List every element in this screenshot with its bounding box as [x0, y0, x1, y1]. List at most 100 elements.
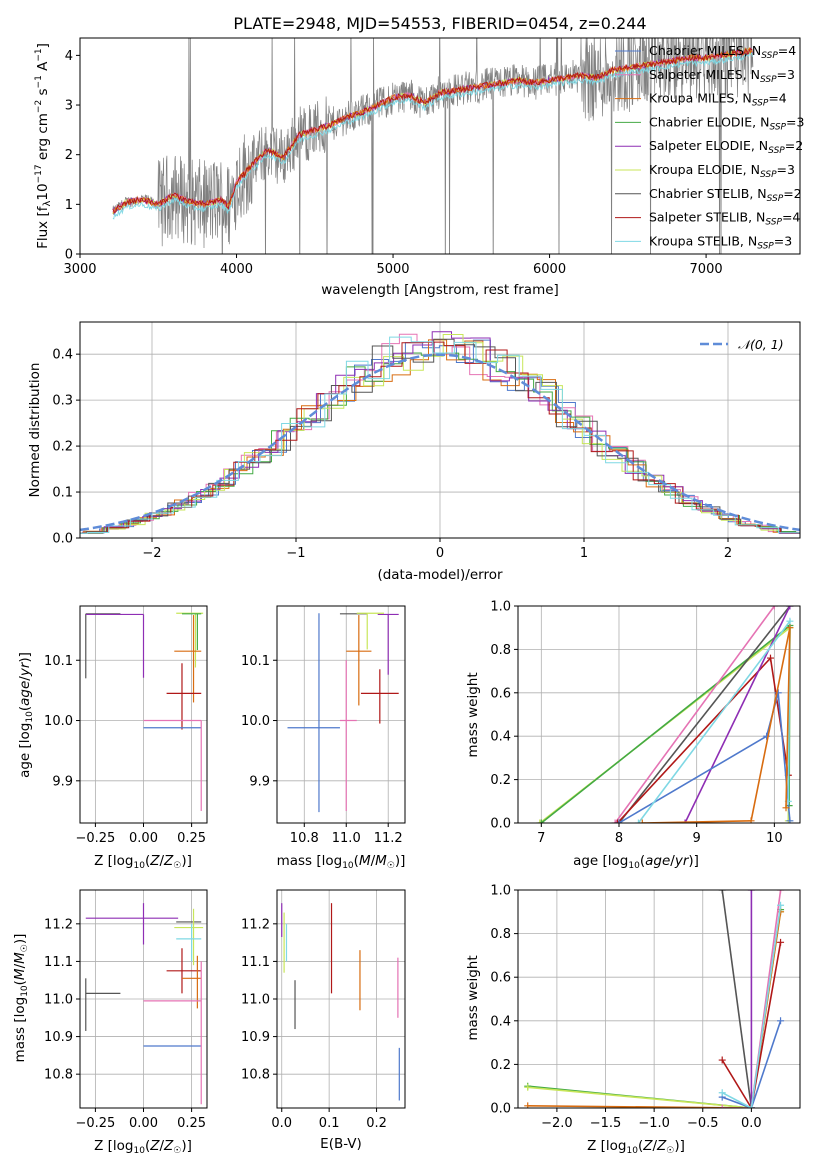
residuals-ylabel: Normed distribution	[27, 363, 43, 498]
weight-point	[786, 817, 794, 823]
mass-vs-Z-panel: −0.25 0.00 0.25 10.8 10.9 11.0 11.1 11.2	[44, 889, 208, 1131]
weight-point	[777, 901, 785, 909]
x-tick-label: 7	[537, 831, 545, 846]
y-tick-label: 0.0	[490, 1102, 511, 1117]
y-tick-label: 3	[65, 99, 73, 114]
weight-point	[718, 1056, 726, 1064]
y-tick-label: 1	[65, 198, 73, 213]
y-tick-label: 10.0	[241, 714, 270, 729]
y-tick-label: 10.9	[44, 1030, 73, 1045]
y-tick-label: 1.0	[490, 600, 511, 615]
y-tick-label: 0.6	[490, 686, 511, 701]
y-tick-label: 11.0	[241, 993, 270, 1008]
residuals-panel: −2 −1 0 1 2 0.0 0.1 0.2 0.3 0.4 𝒩(0, 1)	[52, 321, 801, 561]
weight-point	[786, 624, 794, 632]
legend-label: Kroupa STELIB, NSSP=3	[649, 233, 792, 251]
y-tick-label: 0.4	[52, 348, 73, 363]
y-tick-label: 2	[65, 148, 73, 163]
weight-point	[718, 1089, 726, 1097]
legend-label: Chabrier ELODIE, NSSP=3	[649, 114, 804, 132]
y-tick-label: 11.0	[44, 993, 73, 1008]
mass-vs-EBV-panel: 0.0 0.1 0.2 10.8 10.9 11.0 11.1 11.2	[241, 889, 406, 1131]
weight-line	[618, 606, 791, 823]
x-tick-label: 7000	[690, 262, 723, 277]
massZ-xlabel: Z [log10(Z/Z☉)]	[94, 1138, 192, 1156]
y-tick-label: 10.0	[44, 714, 73, 729]
x-tick-label: 0.2	[366, 1116, 387, 1131]
weight-point	[524, 1102, 532, 1108]
legend-label: Chabrier STELIB, NSSP=2	[649, 186, 802, 204]
y-tick-label: 11.2	[241, 917, 270, 932]
x-tick-label: 0.1	[319, 1116, 340, 1131]
weight-point	[747, 817, 755, 823]
axes-frame	[517, 889, 801, 1109]
mwZ-xlabel: Z [log10(Z/Z☉)]	[587, 1138, 685, 1156]
y-tick-label: 9.9	[249, 774, 270, 789]
y-tick-label: 0.0	[52, 532, 73, 547]
x-tick-label: 11.2	[374, 831, 403, 846]
y-tick-label: 11.2	[44, 917, 73, 932]
x-tick-label: 5000	[376, 262, 409, 277]
weight-line	[722, 890, 782, 1108]
weight-point	[611, 819, 619, 823]
massZ-ylabel: mass [log10(M/M☉)]	[12, 934, 30, 1063]
spectrum-xlabel: wavelength [Angstrom, rest frame]	[321, 282, 559, 298]
x-tick-label: −0.25	[75, 831, 115, 846]
error-bars	[287, 612, 399, 813]
legend-label: Kroupa ELODIE, NSSP=3	[649, 162, 795, 180]
y-tick-label: 0.4	[490, 730, 511, 745]
y-tick-label: 10.1	[44, 654, 73, 669]
histogram-lines	[80, 331, 800, 534]
weight-point	[634, 819, 642, 823]
x-tick-label: −1	[286, 546, 305, 561]
error-bars	[281, 903, 400, 1101]
legend-label: Salpeter STELIB, NSSP=4	[649, 210, 800, 228]
histogram-step	[80, 333, 800, 534]
spectrum-ylabel: Flux [fλ10−17 erg cm−2 s−1 A−1]	[34, 43, 53, 249]
weight-line	[721, 890, 753, 1108]
weight-line	[684, 606, 791, 823]
weight-line	[721, 1020, 782, 1108]
weight-point	[718, 890, 726, 894]
weight-point	[766, 654, 774, 662]
massE-xlabel: E(B-V)	[320, 1136, 362, 1152]
weight-point	[718, 1104, 726, 1108]
weight-point	[774, 689, 782, 697]
ageM-xlabel: mass [log10(M/M☉)]	[277, 853, 406, 871]
model-spectrum-line	[112, 52, 753, 220]
x-tick-label: 6000	[533, 262, 566, 277]
weight-lines	[536, 606, 794, 823]
y-tick-label: 10.8	[44, 1068, 73, 1083]
weight-point	[613, 819, 621, 823]
x-tick-label: 9	[693, 831, 701, 846]
weight-point	[786, 617, 794, 625]
mwZ-ylabel: mass weight	[465, 955, 481, 1040]
x-tick-label: 0.00	[129, 831, 158, 846]
x-tick-label: −0.5	[687, 1116, 719, 1131]
weight-line	[614, 606, 776, 823]
ageZ-ylabel: age [log10(age/yr)]	[17, 652, 35, 778]
y-tick-label: 10.8	[241, 1068, 270, 1083]
weight-line	[721, 942, 782, 1108]
weight-point	[524, 1083, 532, 1091]
y-tick-label: 0.1	[52, 486, 73, 501]
x-tick-label: −1.5	[590, 1116, 622, 1131]
x-tick-label: 4000	[220, 262, 253, 277]
y-tick-label: 10.1	[241, 654, 270, 669]
error-bars	[85, 612, 204, 811]
histogram-step	[80, 331, 800, 534]
mass-weight-vs-age-panel: 7 8 9 10 0.0 0.2 0.4 0.6 0.8 1.0	[490, 600, 801, 846]
legend-label: Chabrier MILES, NSSP=4	[649, 43, 796, 61]
legend-label: Salpeter MILES, NSSP=3	[649, 67, 795, 85]
x-tick-label: 1	[580, 546, 588, 561]
weight-line	[721, 905, 782, 1108]
weight-point	[786, 606, 794, 610]
weight-point	[747, 890, 755, 894]
mwAge-xlabel: age [log10(age/yr)]	[573, 853, 699, 871]
y-tick-label: 9.9	[52, 774, 73, 789]
mwAge-ylabel: mass weight	[465, 672, 481, 757]
y-tick-label: 0.0	[490, 817, 511, 832]
y-tick-label: 0	[65, 248, 73, 263]
x-tick-label: −2	[142, 546, 161, 561]
